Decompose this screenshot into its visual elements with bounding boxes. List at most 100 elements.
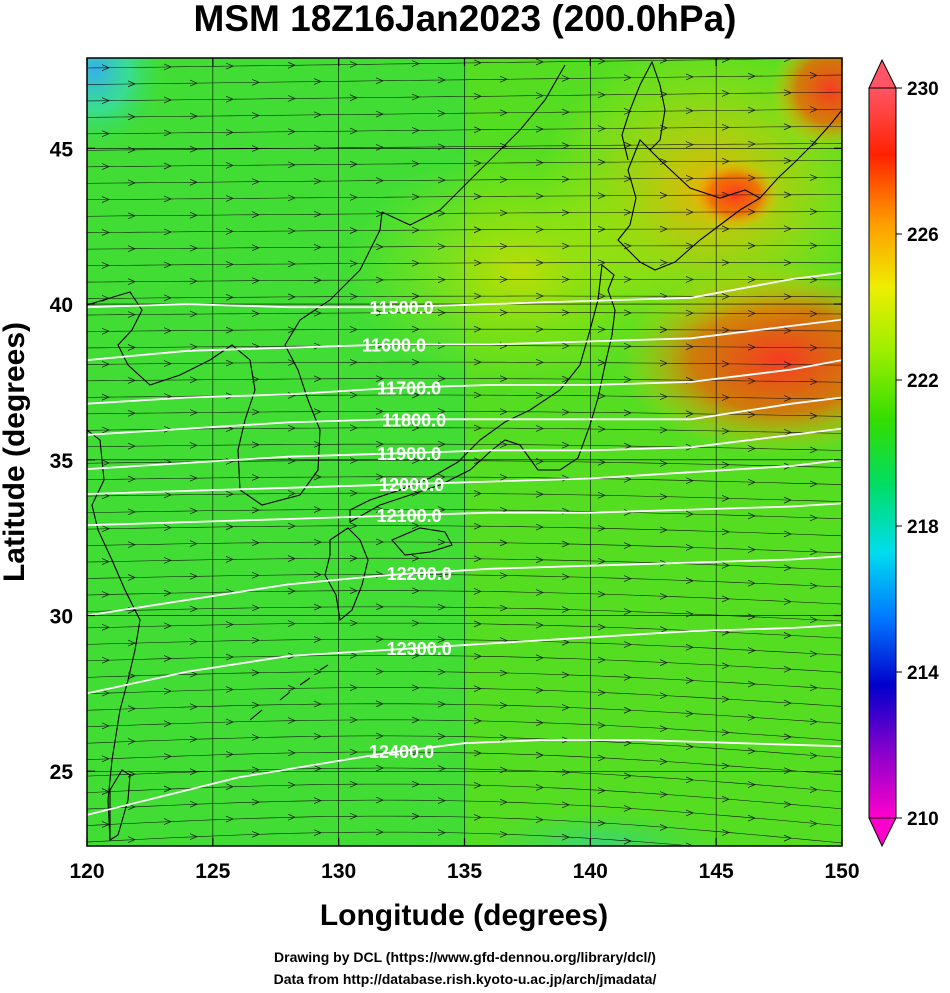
wind-arrow [375,276,384,284]
wind-arrow [783,496,792,504]
wind-arrow [561,175,570,183]
wind-arrow [101,130,110,137]
wind-arrow [225,359,234,367]
wind-arrow [163,96,172,104]
wind-arrow [597,392,606,400]
wind-arrow [659,225,668,233]
wind-arrow [623,409,632,417]
wind-arrow [189,833,198,840]
wind-arrow [685,477,694,484]
wind-arrow [163,63,172,71]
streamline [87,671,842,690]
wind-arrow [127,672,136,680]
wind-arrow [783,665,792,673]
wind-arrow [721,259,730,266]
streamline [87,177,842,184]
wind-arrow [597,125,606,132]
wind-arrow [809,72,818,79]
wind-arrow [349,812,358,820]
wind-arrow [721,695,730,703]
wind-arrow [127,311,136,318]
colorbar-min-arrow [868,817,897,848]
wind-arrow [375,375,384,382]
colorbar-max-arrow [868,58,897,89]
wind-arrow [747,613,756,621]
wind-arrow [251,474,260,481]
wind-arrow [251,539,260,547]
wind-arrow [721,225,730,233]
wind-arrow [375,506,384,513]
wind-arrow [473,126,482,134]
wind-arrow [163,557,172,564]
wind-arrow [375,668,384,675]
wind-arrow [535,654,544,662]
wind-arrow [251,571,260,579]
wind-arrow [437,829,446,836]
wind-arrow [597,425,606,433]
wind-arrow [659,659,668,666]
contour-label-12200: 12200.0 [387,564,452,584]
wind-arrow [747,579,756,587]
wind-arrow [251,798,260,806]
wind-arrow [561,606,570,613]
wind-arrow [623,837,632,845]
contour-line-11800 [87,396,842,436]
wind-arrow [685,743,694,751]
wind-arrow [287,359,296,366]
wind-arrow [561,769,570,776]
wind-arrow [189,638,198,645]
yellow-band-center [350,150,690,390]
wind-arrow [251,244,260,252]
wind-arrow [809,446,818,454]
wind-arrow [659,758,668,765]
coastline-china [87,429,141,841]
streamline [87,655,842,673]
wind-arrow [597,754,606,762]
wind-arrow [437,538,446,546]
wind-arrow [189,145,198,153]
wind-arrow [535,292,544,300]
wind-arrow [561,108,570,116]
wind-arrow [623,739,632,747]
wind-arrow [411,716,420,724]
wind-arrow [783,225,792,233]
wind-arrow [499,572,508,579]
wind-arrow [313,473,322,481]
wind-arrow [349,194,358,201]
wind-arrow [659,259,668,266]
streamline [87,509,842,520]
wind-arrow [127,442,136,450]
wind-arrow [473,325,482,333]
x-tick-label-125: 125 [195,860,230,883]
wind-arrow [437,243,446,250]
wind-arrow [747,546,756,553]
streamline [87,143,842,151]
wind-arrow [659,824,668,831]
wind-arrow [809,310,818,318]
wind-arrow [313,111,322,119]
wind-arrow [349,94,358,102]
wind-arrow [473,159,482,167]
wind-arrow [251,112,260,119]
wind-arrow [473,588,482,595]
y-tick-label-30: 30 [50,606,73,629]
x-axis-ticks: 120 125 130 135 140 145 150 [69,58,860,883]
wind-arrow [747,814,756,822]
wind-arrow [251,830,260,838]
wind-arrow [623,342,632,350]
wind-arrow [499,209,508,217]
colorbar-ramp [869,88,896,818]
wind-arrow [499,309,508,316]
wind-arrow [375,603,384,611]
wind-arrow [535,226,544,233]
wind-arrow [375,732,384,740]
wind-arrow [597,590,606,598]
wind-arrow [411,522,420,530]
wind-arrow [561,408,570,416]
wind-arrow [375,538,384,546]
wind-arrow [535,621,544,629]
wind-arrow [747,377,756,385]
wind-arrow [809,820,818,827]
wind-arrow [499,702,508,709]
wind-arrow [349,619,358,627]
